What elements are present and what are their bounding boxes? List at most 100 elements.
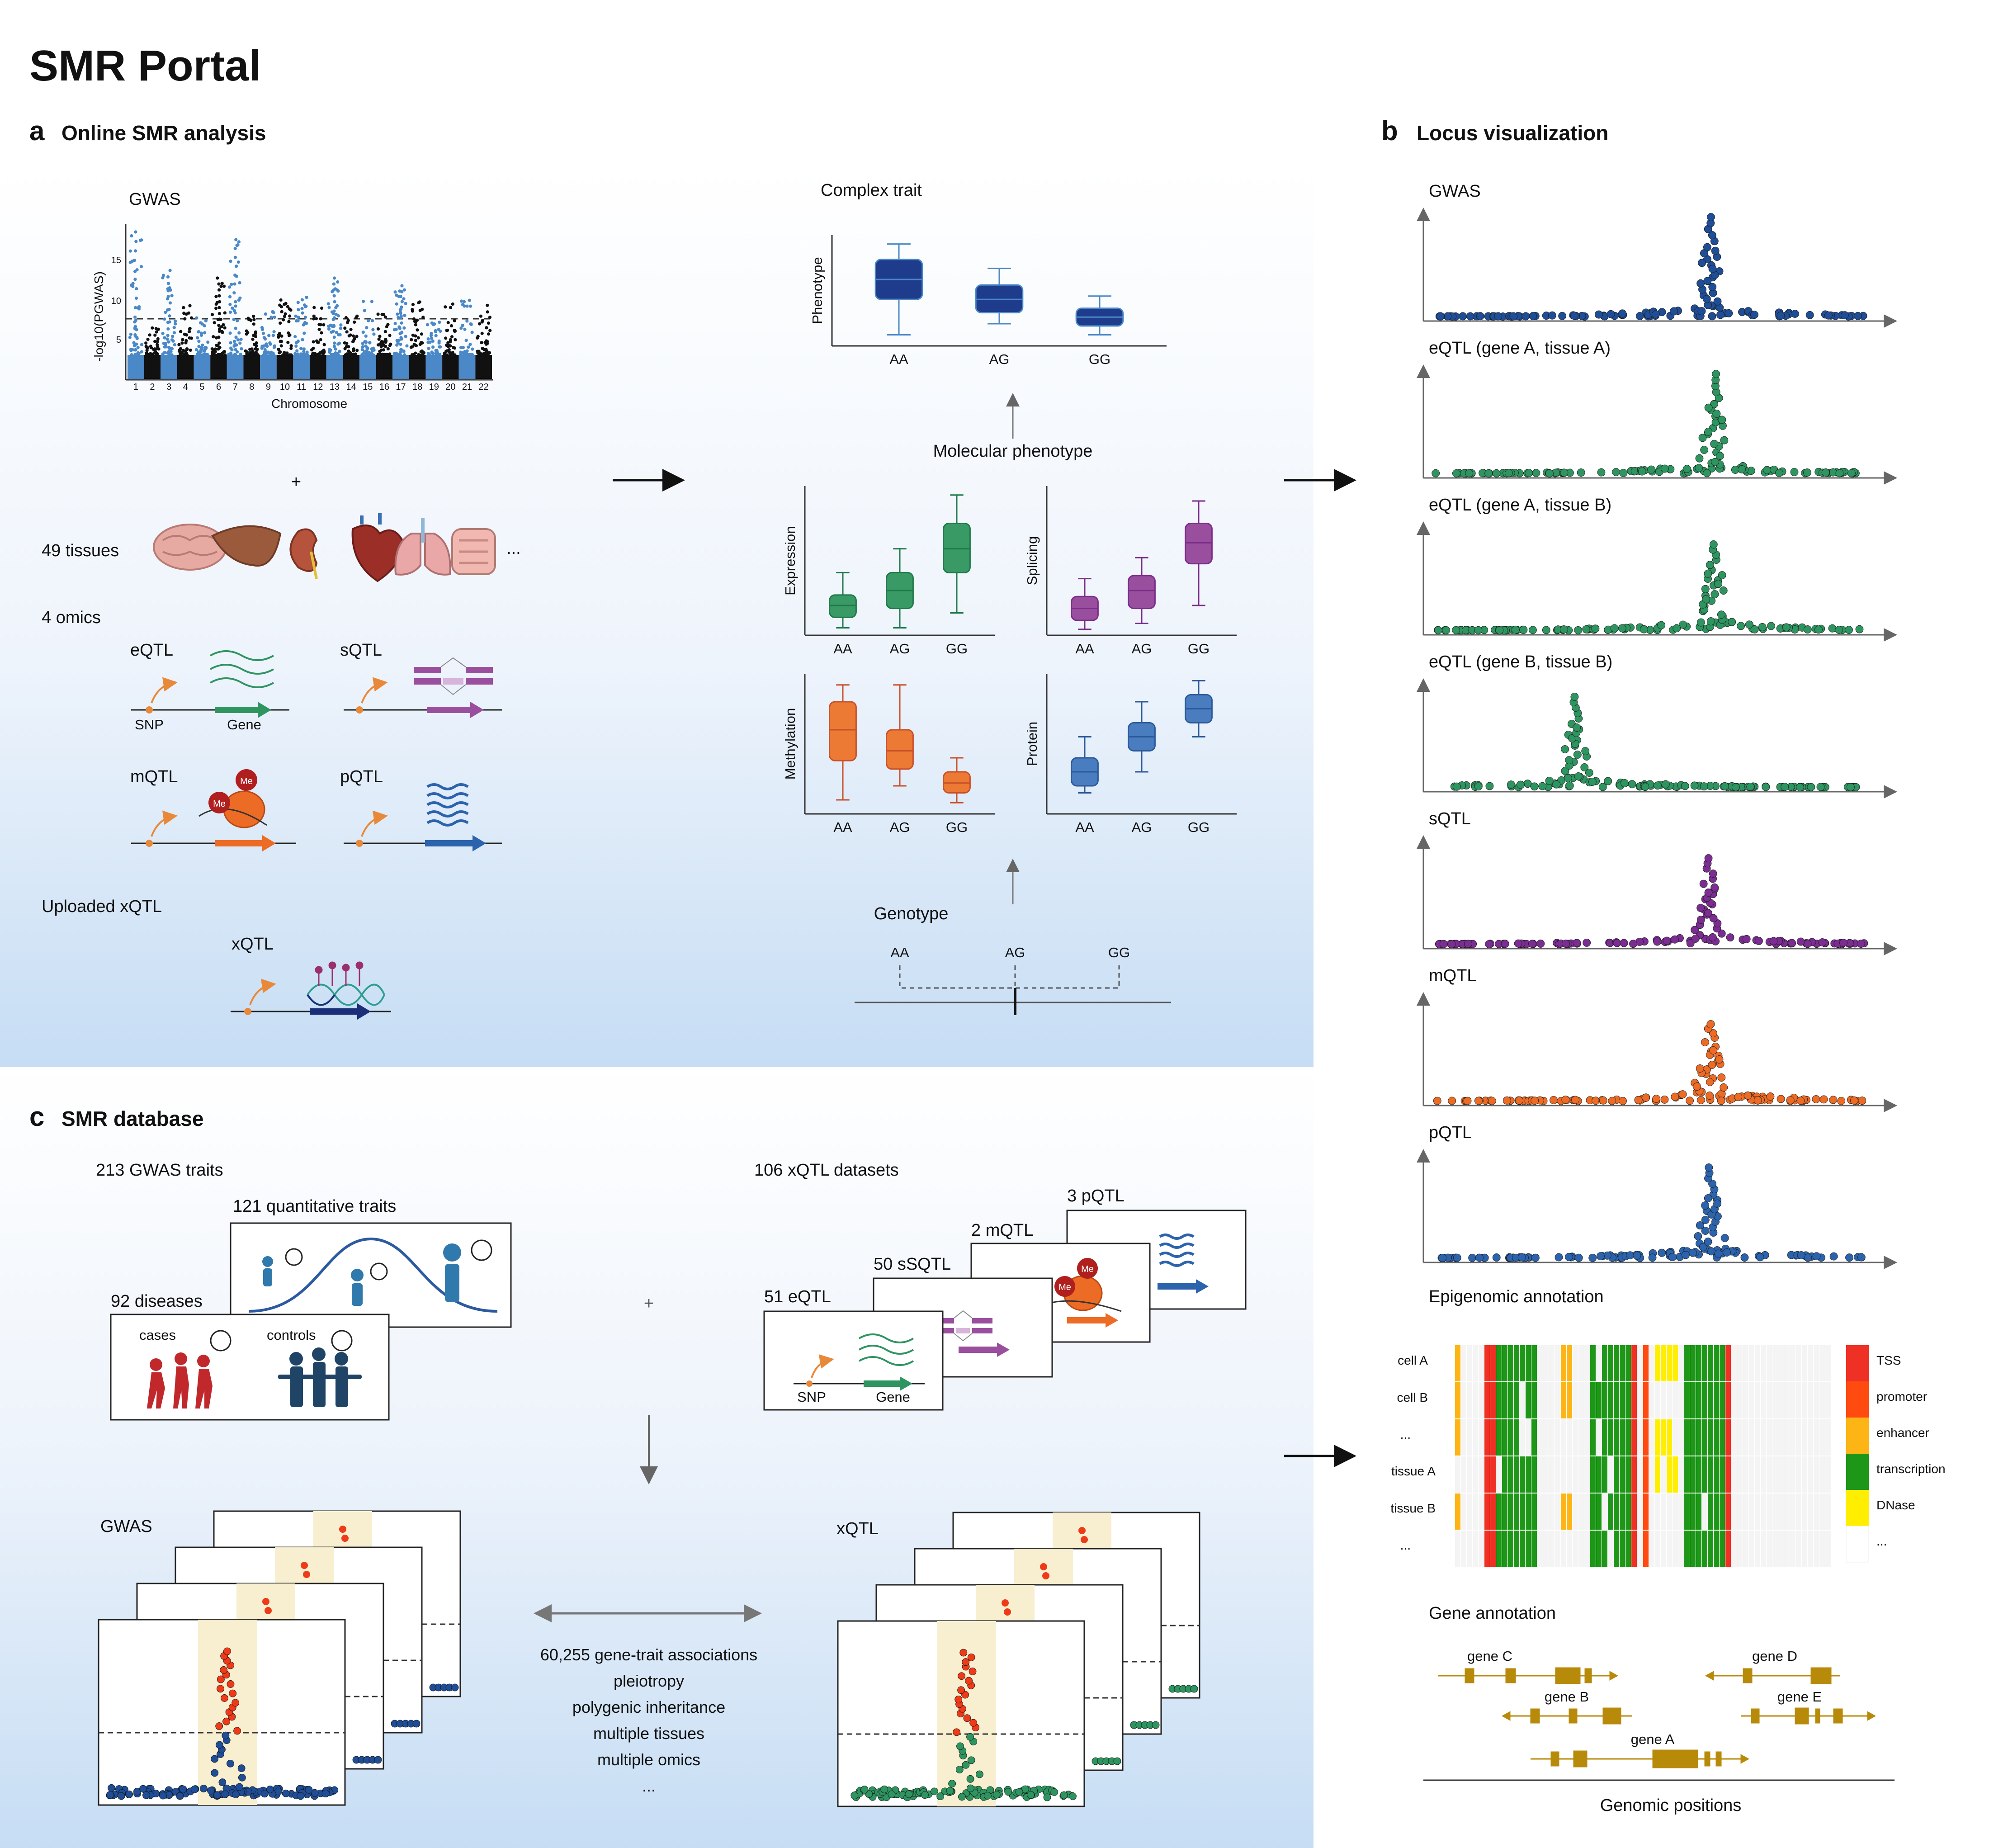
snp-point bbox=[217, 330, 221, 333]
boxplot-axis-label: Phenotype bbox=[809, 257, 825, 324]
snp-point bbox=[347, 345, 350, 349]
snp-point bbox=[480, 341, 483, 345]
heatmap-cell bbox=[1737, 1494, 1743, 1530]
locus-point bbox=[1703, 243, 1711, 251]
heatmap-cell bbox=[1819, 1419, 1825, 1456]
snp-point bbox=[417, 301, 421, 305]
snp-point bbox=[254, 347, 258, 350]
locus-point bbox=[1708, 933, 1717, 941]
locus-track: mQTL bbox=[1417, 966, 1897, 1112]
locus-point bbox=[1660, 1095, 1669, 1104]
heatmap-cell bbox=[1455, 1456, 1460, 1493]
snp-point bbox=[156, 327, 160, 331]
snp-point bbox=[402, 326, 406, 330]
snp-point bbox=[153, 333, 157, 337]
locus-point bbox=[1803, 940, 1812, 948]
locus-point bbox=[1607, 310, 1615, 318]
snp-point bbox=[213, 321, 216, 325]
locus-point bbox=[1756, 1253, 1764, 1262]
locus-point bbox=[1448, 1097, 1456, 1105]
locus-point bbox=[1474, 626, 1483, 634]
snp-point bbox=[233, 255, 237, 259]
locus-point bbox=[1696, 279, 1705, 288]
locus-point bbox=[1720, 436, 1729, 444]
heatmap-cell bbox=[1731, 1531, 1737, 1567]
snp-point bbox=[301, 338, 304, 341]
epigenomic-heatmap bbox=[1455, 1345, 1831, 1567]
snp-point bbox=[146, 337, 150, 341]
heatmap-cell bbox=[1784, 1382, 1790, 1418]
heatmap-cell bbox=[1467, 1382, 1472, 1418]
snp-point bbox=[273, 344, 276, 348]
locus-point bbox=[1755, 937, 1763, 945]
snp-point bbox=[434, 334, 438, 337]
locus-point bbox=[1618, 624, 1626, 633]
locus-point bbox=[1816, 783, 1825, 791]
locus-point bbox=[1708, 283, 1717, 291]
heatmap-cell bbox=[1590, 1419, 1596, 1456]
locus-point bbox=[1560, 468, 1569, 477]
locus-point bbox=[1608, 1097, 1616, 1105]
heatmap-cell bbox=[1796, 1494, 1801, 1530]
heatmap-cell bbox=[1814, 1382, 1819, 1418]
locus-point bbox=[1847, 783, 1855, 791]
heatmap-cell bbox=[1755, 1531, 1760, 1567]
heatmap-cell bbox=[1667, 1419, 1672, 1456]
locus-point bbox=[1714, 580, 1723, 588]
boxplot-genotype-label: AG bbox=[890, 819, 910, 835]
mini-point bbox=[236, 1783, 243, 1791]
snp-point bbox=[201, 353, 204, 357]
locus-point bbox=[1468, 1253, 1477, 1262]
snp-point bbox=[213, 347, 217, 351]
box-body bbox=[829, 701, 857, 761]
heatmap-cell bbox=[1620, 1382, 1625, 1418]
locus-point bbox=[1837, 1097, 1846, 1105]
locus-point bbox=[1668, 1253, 1677, 1261]
locus-point bbox=[1635, 312, 1644, 320]
heatmap-cell bbox=[1596, 1456, 1602, 1493]
snp-point bbox=[272, 311, 275, 314]
snp-point bbox=[385, 325, 388, 329]
snp-point bbox=[431, 339, 435, 343]
heatmap-cell bbox=[1690, 1382, 1696, 1418]
legend-label: promoter bbox=[1876, 1390, 1927, 1404]
snp-point bbox=[449, 324, 454, 328]
snp-point bbox=[133, 315, 137, 319]
locus-point bbox=[1588, 1253, 1597, 1262]
heatmap-cell bbox=[1731, 1382, 1737, 1418]
heatmap-cell bbox=[1520, 1345, 1525, 1381]
snp-point bbox=[421, 353, 424, 357]
heatmap-cell bbox=[1526, 1345, 1531, 1381]
locus-point bbox=[1775, 469, 1783, 477]
locus-point bbox=[1708, 1061, 1716, 1069]
mini-point bbox=[221, 1694, 228, 1702]
snp-point bbox=[156, 345, 160, 349]
locus-point bbox=[1438, 1254, 1447, 1262]
locus-point bbox=[1707, 1247, 1715, 1256]
snp-point bbox=[133, 278, 137, 281]
locus-point bbox=[1693, 1082, 1701, 1091]
heatmap-cell bbox=[1690, 1456, 1696, 1493]
snp-point bbox=[203, 324, 206, 328]
heatmap-cell bbox=[1508, 1531, 1513, 1567]
locus-point bbox=[1702, 295, 1711, 303]
locus-point bbox=[1686, 1097, 1694, 1105]
heatmap-cell bbox=[1643, 1382, 1649, 1418]
locus-point bbox=[1854, 312, 1862, 320]
heatmap-cell bbox=[1514, 1494, 1519, 1530]
heatmap-cell bbox=[1778, 1345, 1784, 1381]
heatmap-cell bbox=[1543, 1345, 1549, 1381]
snp-point bbox=[376, 312, 380, 316]
heatmap-cell bbox=[1502, 1531, 1507, 1567]
heatmap-cell bbox=[1643, 1531, 1649, 1567]
gene-label-e: gene E bbox=[1777, 1689, 1822, 1705]
heatmap-cell bbox=[1808, 1456, 1813, 1493]
snp-label: SNP bbox=[135, 717, 164, 733]
snp-point bbox=[220, 325, 223, 329]
heatmap-cell bbox=[1537, 1345, 1543, 1381]
heatmap-cell bbox=[1790, 1419, 1796, 1456]
chromosome-tick: 17 bbox=[396, 382, 406, 392]
snp-point bbox=[228, 302, 232, 306]
locus-point bbox=[1545, 777, 1554, 785]
heatmap-cell bbox=[1614, 1345, 1619, 1381]
